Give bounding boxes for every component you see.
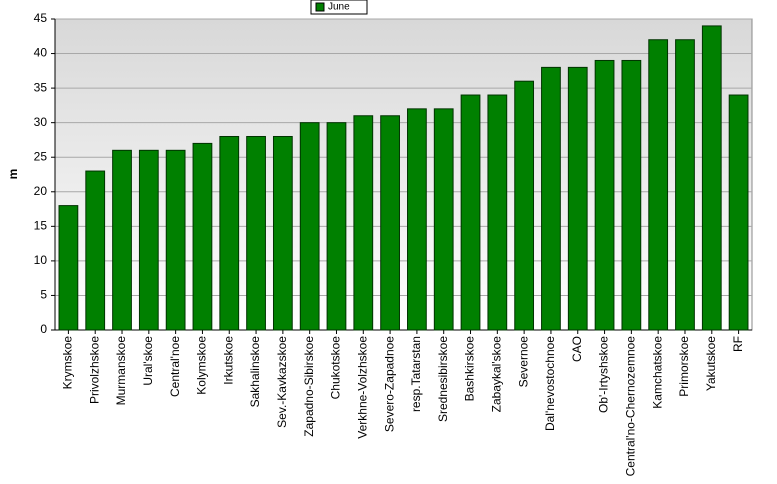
bar [701, 25, 722, 331]
y-tick-label: 30 [34, 115, 48, 129]
x-tick-label: CAO [570, 336, 584, 362]
x-tick-label: Irkutskoe [221, 336, 235, 385]
bar [165, 149, 186, 331]
bar [85, 170, 106, 331]
x-tick-label: Severnoe [516, 336, 530, 388]
bar [353, 115, 374, 331]
legend-box [310, 0, 368, 15]
x-tick-label: Murmanskoe [114, 336, 128, 406]
x-tick-label: Kamchatskoe [650, 336, 664, 409]
y-tick-label: 0 [40, 322, 47, 336]
bar [138, 149, 159, 331]
x-tick-label: Privolzhskoe [87, 336, 101, 404]
y-tick-label: 25 [34, 149, 48, 163]
y-tick-label: 45 [34, 11, 48, 25]
x-tick-label: Chukotskoe [329, 336, 343, 400]
x-tick-label: Krymskoe [61, 336, 75, 390]
x-tick-label: Dal'nevostochnoe [543, 336, 557, 431]
y-tick-label: 20 [34, 184, 48, 198]
x-tick-label: RF [731, 336, 745, 352]
x-tick-label: Central'no-Chernozemnoe [624, 336, 638, 477]
x-tick-label: Kolymskoe [195, 336, 209, 395]
y-tick-label: 40 [34, 46, 48, 60]
bar [514, 80, 535, 331]
x-tick-label: Sev.-Kavkazskoe [275, 336, 289, 428]
bar [407, 108, 427, 331]
bar [246, 135, 266, 331]
y-tick-label: 5 [40, 288, 47, 302]
x-tick-label: Ural'skoe [141, 336, 155, 386]
legend-label: June [328, 2, 350, 13]
bar [433, 108, 454, 331]
bar [648, 39, 669, 331]
bar [272, 135, 293, 331]
bar [192, 142, 213, 331]
bar [567, 66, 588, 331]
bar [487, 94, 508, 331]
bar [621, 59, 642, 331]
bar [58, 205, 79, 331]
bar [299, 122, 320, 331]
y-axis-label: m [6, 169, 20, 180]
bar [728, 94, 749, 331]
legend-swatch [315, 2, 325, 12]
x-tick-label: resp.Tatarstan [409, 336, 423, 412]
plot-area [54, 18, 753, 331]
x-tick-label: Bashkirskoe [463, 336, 477, 402]
bar [219, 135, 240, 331]
x-tick-label: Severo-Zapadnoe [382, 336, 396, 432]
bar [460, 94, 481, 331]
x-tick-label: Central'noe [168, 336, 182, 397]
bar [112, 149, 132, 331]
x-tick-label: Zapadno-Sibirskoe [302, 336, 316, 437]
x-tick-label: Yakutskoe [704, 336, 718, 391]
x-tick-label: Zabaykal'skoe [489, 336, 503, 413]
bar [594, 59, 615, 331]
bar [541, 66, 561, 331]
bar [380, 115, 400, 331]
y-tick-label: 10 [34, 253, 48, 267]
x-tick-label: Verkhne-Volzhskoe [355, 336, 369, 439]
x-tick-label: Srednesibirskoe [436, 336, 450, 422]
bar [675, 39, 695, 331]
x-tick-label: Sakhalinskoe [248, 336, 262, 408]
y-tick-label: 35 [34, 80, 48, 94]
x-tick-label: Ob'-Irtyshskoe [597, 336, 611, 413]
x-tick-label: Primorskoe [677, 336, 691, 397]
y-tick-label: 15 [34, 219, 48, 233]
bar [326, 122, 347, 331]
